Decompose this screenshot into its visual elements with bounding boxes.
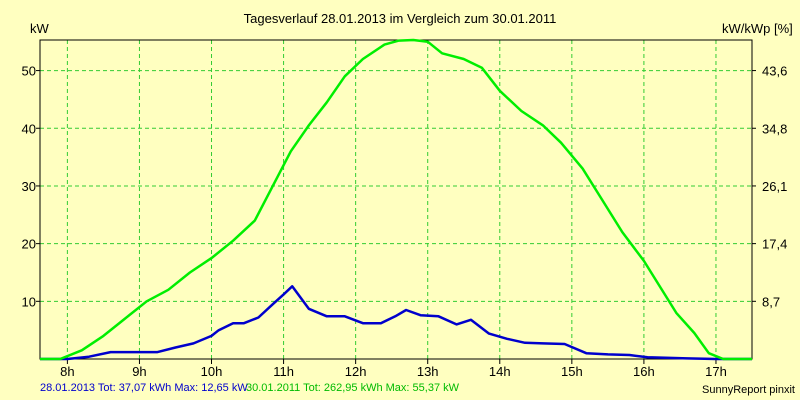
series-summary-2013: 28.01.2013 Tot: 37,07 kWh Max: 12,65 kW bbox=[40, 382, 248, 394]
x-tick-label: 8h bbox=[60, 364, 74, 379]
grid bbox=[40, 40, 752, 359]
x-tick-label: 11h bbox=[273, 364, 294, 379]
series-line-30-01-2011 bbox=[40, 38, 752, 361]
credit-text: SunnyReport pinxit bbox=[702, 384, 795, 396]
y-tick-label-left: 50 bbox=[22, 64, 36, 79]
series-summary-2011: 30.01.2011 Tot: 262,95 kWh Max: 55,37 kW bbox=[246, 382, 459, 394]
series-line-28-01-2013 bbox=[40, 285, 752, 361]
series-lines bbox=[40, 38, 752, 361]
x-tick-label: 14h bbox=[489, 364, 511, 379]
y-axis-label-left: kW bbox=[30, 21, 49, 36]
y-tick-label-right: 8,7 bbox=[762, 294, 780, 309]
x-tick-label: 12h bbox=[345, 364, 367, 379]
y-tick-label-right: 26,1 bbox=[762, 179, 787, 194]
plot-frame bbox=[39, 39, 753, 360]
y-tick-label-left: 40 bbox=[22, 121, 36, 136]
y-tick-label-left: 30 bbox=[22, 179, 36, 194]
x-tick-label: 10h bbox=[201, 364, 223, 379]
chart-title: Tagesverlauf 28.01.2013 im Vergleich zum… bbox=[243, 11, 557, 26]
x-tick-label: 16h bbox=[633, 364, 655, 379]
x-tick-label: 15h bbox=[561, 364, 583, 379]
y-tick-label-left: 20 bbox=[22, 237, 36, 252]
x-tick-label: 13h bbox=[417, 364, 439, 379]
y-tick-label-right: 17,4 bbox=[762, 237, 787, 252]
y-tick-label-right: 34,8 bbox=[762, 121, 787, 136]
y-tick-label-left: 10 bbox=[22, 294, 36, 309]
x-tick-label: 9h bbox=[132, 364, 146, 379]
y-tick-label-right: 43,6 bbox=[762, 64, 787, 79]
x-tick-label: 17h bbox=[705, 364, 727, 379]
y-axis-label-right: kW/kWp [%] bbox=[722, 21, 793, 36]
axis-ticks: 8h 9h 10h 11h 12h 13h 14h 15h 16h 17h 10 8,7 20 17,4 3… bbox=[22, 64, 788, 379]
